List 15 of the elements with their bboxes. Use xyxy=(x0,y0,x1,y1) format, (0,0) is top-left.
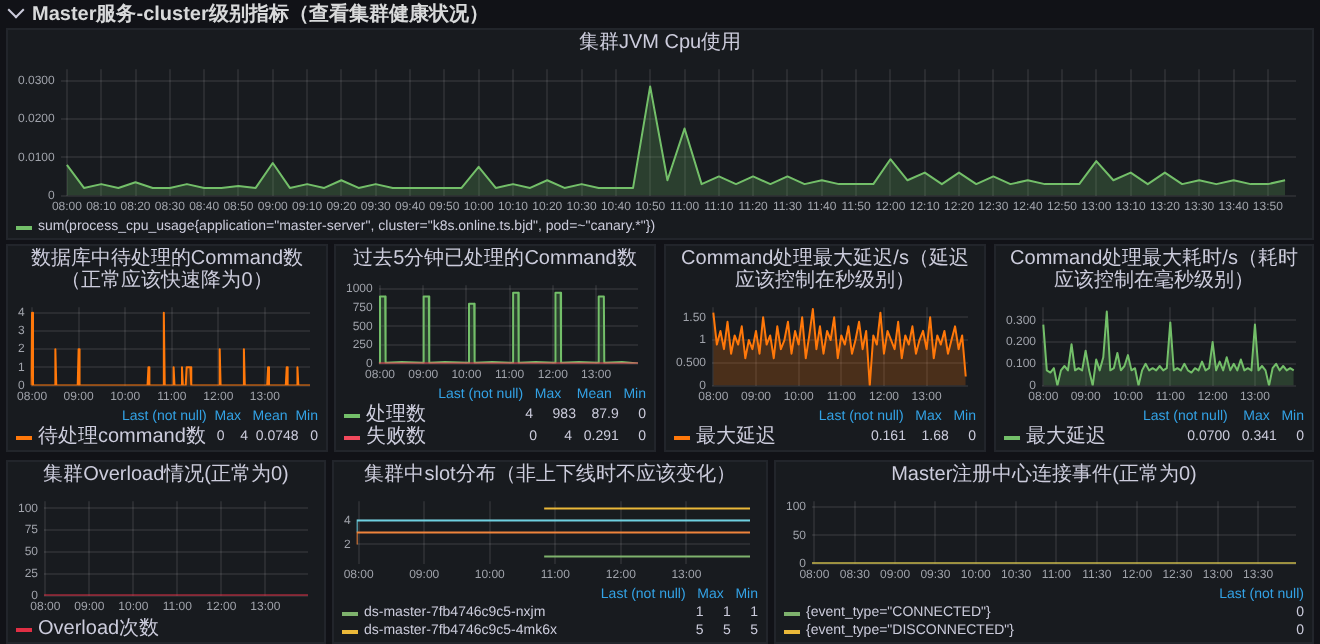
legend-label: 待处理command数 xyxy=(38,426,208,448)
chart-title: 集群JVM Cpu使用 xyxy=(576,30,744,56)
legend-label: 最大延迟 xyxy=(1026,426,1108,448)
chart-title: Command处理最大耗时/s（耗时应该控制在毫秒级别） xyxy=(1008,246,1300,294)
chart-title: 集群Overload情况(正常为0) xyxy=(41,462,291,488)
legend-label: 最大延迟 xyxy=(696,426,778,448)
chart-title: 过去5分钟已处理的Command数 xyxy=(351,246,639,272)
chart-title: 数据库中待处理的Command数（正常应该快速降为0） xyxy=(28,246,306,294)
legend-label: 失败数 xyxy=(366,426,428,448)
legend-label: 处理数 xyxy=(366,404,428,426)
chart-title: 集群中slot分布（非上下线时不应该变化） xyxy=(362,462,738,488)
chart-title: Master注册中心连接事件(正常为0) xyxy=(889,462,1199,488)
legend-label: Overload次数 xyxy=(38,618,162,640)
chart-title: Command处理最大延迟/s（延迟应该控制在秒级别） xyxy=(679,246,971,294)
text: Master服务-cluster级别指标（查看集群健康状况） xyxy=(32,1,489,27)
